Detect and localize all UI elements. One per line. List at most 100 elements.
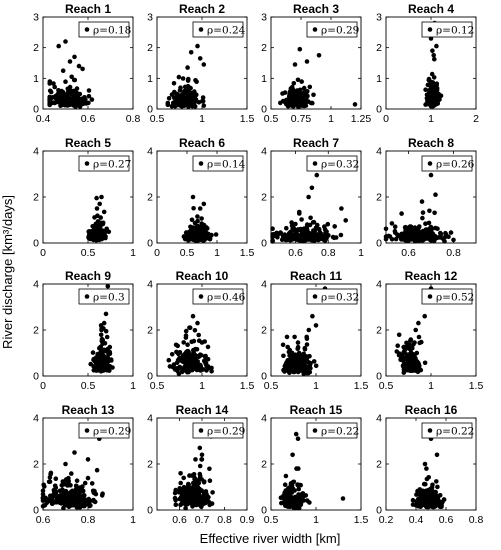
panel-title: Reach 16 — [405, 403, 458, 417]
scatter-point — [410, 497, 416, 503]
scatter-point — [295, 96, 300, 102]
scatter-point — [182, 496, 188, 501]
scatter-point — [90, 350, 96, 355]
scatter-point — [190, 313, 196, 319]
legend-marker — [312, 27, 318, 32]
legend-text: ρ=0.46 — [207, 291, 246, 303]
scatter-point — [94, 366, 99, 371]
scatter-point — [307, 500, 312, 505]
legend-box — [78, 21, 130, 38]
x-tick-label: 0 — [383, 113, 389, 125]
panel-reach-10: Reach 10 0.5 1 1.5 0 2 4 ρ=0.46 — [147, 269, 254, 392]
legend-box — [306, 422, 358, 439]
scatter-point — [192, 495, 197, 501]
scatter-point — [289, 483, 295, 488]
x-tick-label: 0.5 — [379, 380, 394, 392]
scatter-point — [199, 457, 205, 462]
scatter-point — [50, 494, 55, 500]
scatter-point — [438, 500, 443, 505]
legend-marker — [312, 294, 318, 299]
scatter-point — [201, 480, 207, 485]
scatter-point — [59, 494, 65, 500]
scatter-points — [270, 172, 349, 244]
scatter-point — [181, 340, 186, 345]
legend-marker — [427, 428, 433, 433]
scatter-point — [187, 325, 192, 331]
panel-title: Reach 12 — [405, 269, 458, 283]
scatter-point — [166, 357, 172, 363]
scatter-point — [199, 233, 205, 239]
scatter-point — [82, 480, 88, 486]
scatter-point — [338, 232, 344, 238]
y-tick-label: 2 — [376, 42, 382, 54]
scatter-point — [174, 91, 180, 97]
scatter-point — [417, 224, 422, 229]
legend-box — [306, 288, 358, 305]
scatter-point — [283, 473, 289, 479]
scatter-point — [48, 470, 54, 476]
scatter-point — [56, 43, 61, 49]
scatter-point — [88, 503, 93, 508]
scatter-point — [422, 360, 428, 366]
scatter-point — [297, 238, 303, 243]
scatter-point — [194, 360, 199, 365]
y-tick-label: 2 — [261, 325, 267, 337]
scatter-point — [90, 228, 95, 234]
scatter-point — [63, 92, 68, 98]
scatter-point — [183, 506, 188, 511]
scatter-point — [75, 96, 81, 102]
scatter-point — [65, 86, 71, 92]
scatter-point — [172, 490, 178, 496]
legend-box — [421, 155, 473, 172]
scatter-point — [429, 226, 435, 232]
panel-reach-15: Reach 15 0.5 1 1.5 0 2 4 ρ=0.22 — [261, 403, 368, 526]
scatter-point — [52, 100, 58, 106]
scatter-point — [279, 500, 284, 506]
scatter-point — [284, 225, 289, 231]
scatter-point — [60, 481, 66, 487]
scatter-point — [305, 359, 311, 365]
panel-reach-12: Reach 12 0.5 1 1.5 0 2 4 ρ=0.52 — [376, 269, 483, 392]
panel-title: Reach 7 — [293, 136, 339, 150]
panel-reach-14: Reach 14 0.6 0.7 0.8 0.9 0 2 4 ρ=0.29 — [147, 403, 254, 526]
scatter-point — [402, 225, 408, 230]
scatter-point — [287, 353, 292, 358]
panel-title: Reach 6 — [179, 136, 225, 150]
scatter-point — [395, 232, 400, 237]
scatter-point — [281, 353, 286, 359]
x-tick-label: 1 — [428, 113, 434, 125]
legend-text: ρ=0.52 — [436, 291, 474, 303]
scatter-point — [196, 100, 202, 105]
scatter-point — [205, 226, 210, 231]
scatter-point — [302, 354, 308, 359]
y-tick-label: 4 — [33, 413, 39, 425]
scatter-points — [47, 39, 95, 109]
scatter-point — [40, 488, 46, 494]
legend: ρ=0.32 — [306, 288, 359, 305]
legend: ρ=0.18 — [78, 21, 131, 38]
scatter-point — [431, 238, 437, 243]
scatter-point — [40, 491, 46, 497]
scatter-point — [74, 486, 79, 492]
legend: ρ=0.32 — [306, 155, 359, 172]
scatter-point — [283, 361, 289, 367]
y-tick-label: 2 — [376, 192, 382, 204]
scatter-point — [409, 228, 415, 234]
scatter-point — [423, 481, 428, 487]
scatter-point — [192, 220, 198, 226]
scatter-point — [180, 353, 186, 358]
scatter-point — [310, 100, 315, 106]
y-tick-label: 0 — [147, 371, 153, 383]
scatter-point — [195, 214, 200, 219]
scatter-point — [410, 346, 415, 351]
panel-title: Reach 5 — [65, 136, 111, 150]
scatter-point — [86, 229, 91, 234]
x-tick-label: 1 — [199, 380, 205, 392]
legend-box — [306, 21, 358, 38]
scatter-point — [420, 215, 425, 221]
x-tick-label: 0.8 — [469, 514, 484, 526]
scatter-point — [415, 488, 420, 494]
scatter-point — [173, 497, 178, 503]
